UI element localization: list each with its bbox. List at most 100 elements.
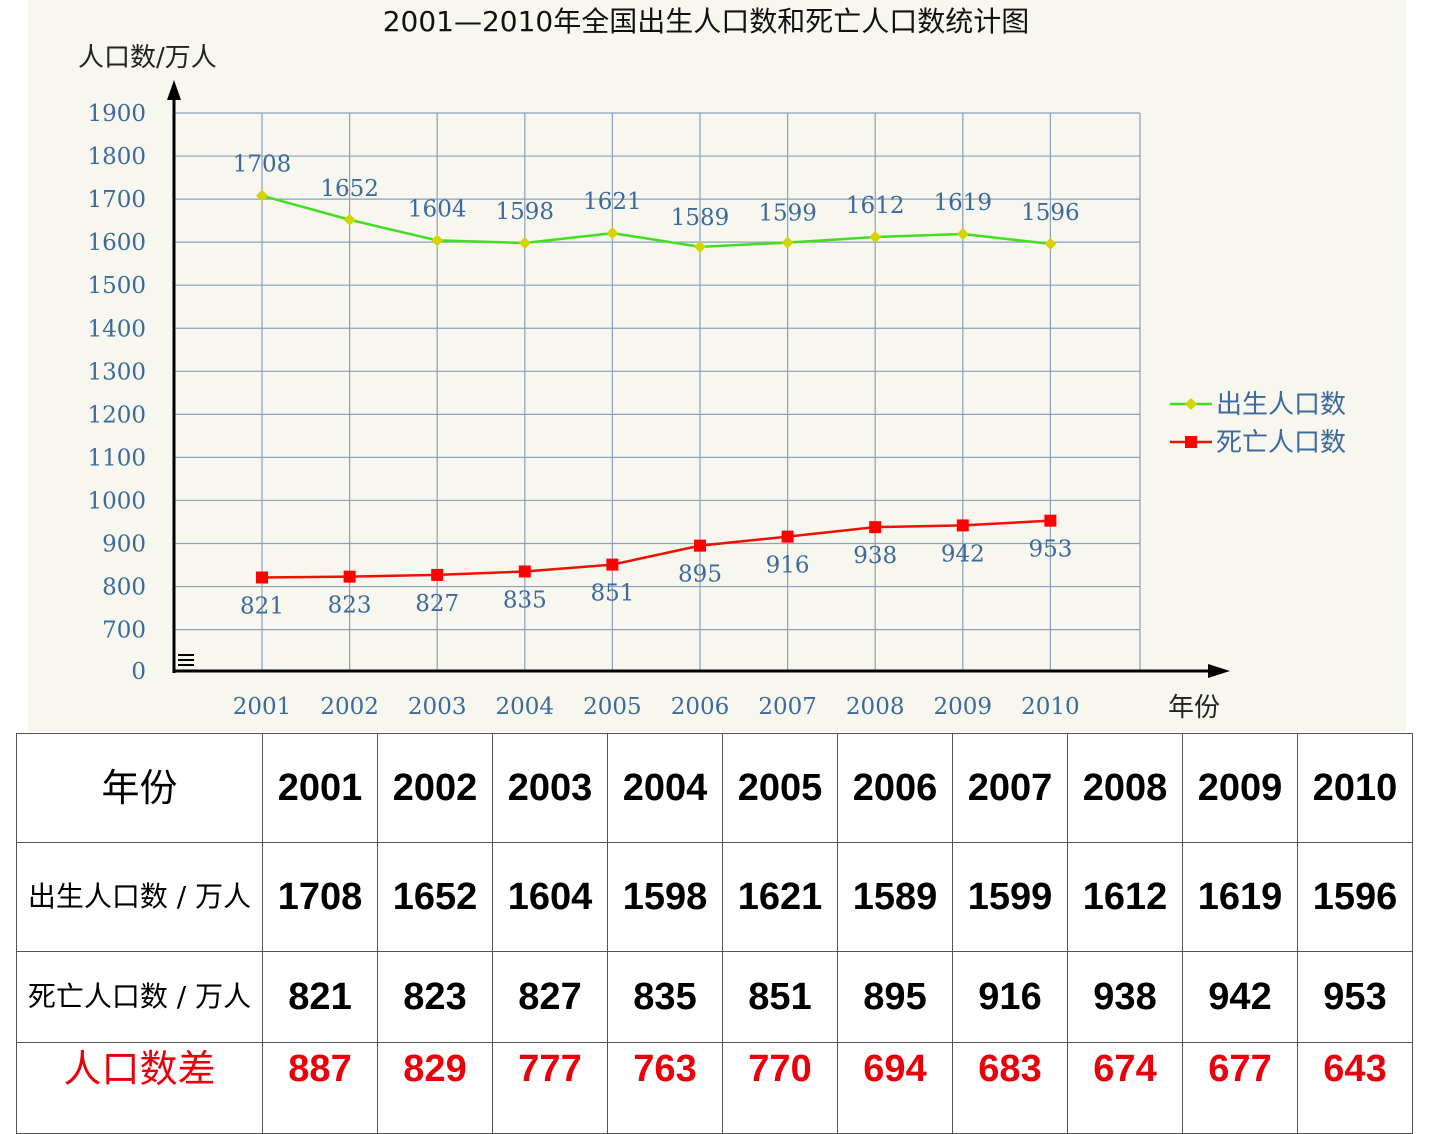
data-label: 1604 bbox=[408, 196, 467, 222]
table-cell: 1621 bbox=[722, 842, 838, 952]
table-cell: 827 bbox=[492, 951, 608, 1043]
y-tick-label: 800 bbox=[102, 575, 146, 601]
y-tick-label: 1300 bbox=[87, 359, 146, 385]
series bbox=[256, 189, 1057, 584]
data-label: 953 bbox=[1028, 537, 1072, 563]
data-point-births bbox=[694, 240, 706, 253]
table-cell: 1708 bbox=[262, 842, 378, 952]
table-cell: 887 bbox=[262, 1042, 378, 1134]
table-header-year: 2001 bbox=[262, 733, 378, 843]
data-point-deaths bbox=[343, 570, 356, 583]
y-tick-label: 1400 bbox=[87, 316, 146, 342]
y-tick-label: 1200 bbox=[87, 402, 146, 428]
table-row: 出生人口数 / 万人 1708 1652 1604 1598 1621 1589 1599 16… bbox=[16, 842, 1413, 952]
data-point-births bbox=[431, 234, 444, 247]
table-cell: 895 bbox=[837, 951, 953, 1043]
axes bbox=[167, 80, 1230, 678]
data-label: 895 bbox=[678, 562, 722, 588]
data-point-deaths bbox=[869, 521, 882, 534]
table-cell: 829 bbox=[377, 1042, 493, 1134]
chart-panel: 2001—2010年全国出生人口数和死亡人口数统计图 人口数/万人 年份 0 70… bbox=[28, 0, 1406, 732]
data-point-deaths bbox=[606, 558, 619, 571]
table-cell: 938 bbox=[1067, 951, 1183, 1043]
data-label: 942 bbox=[941, 541, 985, 567]
x-tick-label: 2009 bbox=[934, 694, 993, 720]
table-row-label: 出生人口数 / 万人 bbox=[16, 842, 263, 952]
data-label: 1599 bbox=[758, 201, 817, 227]
data-table: 年份 2001 2002 2003 2004 2005 2006 2007 2008 2009 20… bbox=[16, 733, 1413, 1134]
table-cell: 1652 bbox=[377, 842, 493, 952]
legend-marker bbox=[1185, 436, 1197, 448]
data-point-births bbox=[1044, 237, 1057, 250]
data-label: 835 bbox=[503, 587, 547, 613]
series-line-deaths bbox=[261, 519, 1051, 579]
table-header-year: 2005 bbox=[722, 733, 838, 843]
legend-label: 死亡人口数 bbox=[1216, 428, 1346, 458]
table-cell: 694 bbox=[837, 1042, 953, 1134]
legend-marker bbox=[1185, 398, 1197, 410]
data-point-deaths bbox=[694, 539, 706, 552]
data-label: 1652 bbox=[320, 176, 379, 202]
table-cell: 1589 bbox=[837, 842, 953, 952]
table-cell: 674 bbox=[1067, 1042, 1183, 1134]
table-cell: 643 bbox=[1297, 1042, 1413, 1134]
data-label: 1708 bbox=[233, 152, 292, 178]
table-header-year: 2009 bbox=[1182, 733, 1298, 843]
data-point-births bbox=[781, 236, 794, 249]
y-tick-label: 1100 bbox=[87, 445, 146, 471]
data-point-births bbox=[606, 227, 619, 240]
line-chart: 2001—2010年全国出生人口数和死亡人口数统计图 人口数/万人 年份 0 70… bbox=[78, 5, 1346, 723]
table-cell: 1612 bbox=[1067, 842, 1183, 952]
data-point-births bbox=[869, 230, 882, 243]
y-tick-label: 1800 bbox=[87, 144, 146, 170]
y-tick-label: 0 bbox=[131, 659, 146, 685]
x-tick-label: 2004 bbox=[496, 694, 555, 720]
x-tick-label: 2006 bbox=[671, 694, 730, 720]
data-point-deaths bbox=[956, 519, 969, 532]
table-header-year: 2002 bbox=[377, 733, 493, 843]
table-header-year: 2004 bbox=[607, 733, 723, 843]
data-point-births bbox=[956, 227, 969, 240]
data-label: 851 bbox=[590, 581, 634, 607]
table-header-label: 年份 bbox=[16, 733, 263, 843]
y-axis-title: 人口数/万人 bbox=[78, 43, 217, 73]
table-cell: 1596 bbox=[1297, 842, 1413, 952]
labels: 0 700 800 900 1000 1100 1200 1300 1400 1500 1600 17… bbox=[87, 101, 1079, 720]
y-tick-label: 700 bbox=[102, 618, 146, 644]
table-cell: 683 bbox=[952, 1042, 1068, 1134]
table-cell: 835 bbox=[607, 951, 723, 1043]
table-header-year: 2010 bbox=[1297, 733, 1413, 843]
y-tick-label: 1900 bbox=[87, 101, 146, 127]
legend-label: 出生人口数 bbox=[1216, 390, 1346, 420]
table-cell: 763 bbox=[607, 1042, 723, 1134]
data-label: 1621 bbox=[583, 189, 642, 215]
data-label: 823 bbox=[328, 593, 372, 619]
table-row: 死亡人口数 / 万人 821 823 827 835 851 895 916 938 942 953 bbox=[16, 951, 1413, 1043]
y-tick-label: 1000 bbox=[87, 488, 146, 514]
data-label: 916 bbox=[766, 553, 810, 579]
data-label: 938 bbox=[853, 543, 897, 569]
data-point-deaths bbox=[1044, 514, 1057, 527]
table-header-year: 2003 bbox=[492, 733, 608, 843]
y-tick-label: 1600 bbox=[87, 230, 146, 256]
y-axis-arrow bbox=[167, 80, 181, 100]
table-cell: 677 bbox=[1182, 1042, 1298, 1134]
table-cell: 953 bbox=[1297, 951, 1413, 1043]
data-point-deaths bbox=[781, 530, 794, 543]
table-cell: 821 bbox=[262, 951, 378, 1043]
table-cell: 770 bbox=[722, 1042, 838, 1134]
x-axis-arrow bbox=[1208, 664, 1230, 678]
series-line-births bbox=[261, 194, 1051, 249]
data-point-births bbox=[343, 213, 356, 226]
data-point-deaths bbox=[431, 568, 444, 581]
data-label: 821 bbox=[240, 594, 284, 620]
table-cell: 916 bbox=[952, 951, 1068, 1043]
data-point-births bbox=[518, 237, 531, 250]
chart-title: 2001—2010年全国出生人口数和死亡人口数统计图 bbox=[383, 5, 1030, 38]
table-cell: 1604 bbox=[492, 842, 608, 952]
y-tick-label: 900 bbox=[102, 532, 146, 558]
table-row: 人口数差 887 829 777 763 770 694 683 674 677 643 bbox=[16, 1042, 1413, 1134]
data-point-deaths bbox=[518, 565, 531, 578]
table-cell: 823 bbox=[377, 951, 493, 1043]
table-cell: 1619 bbox=[1182, 842, 1298, 952]
